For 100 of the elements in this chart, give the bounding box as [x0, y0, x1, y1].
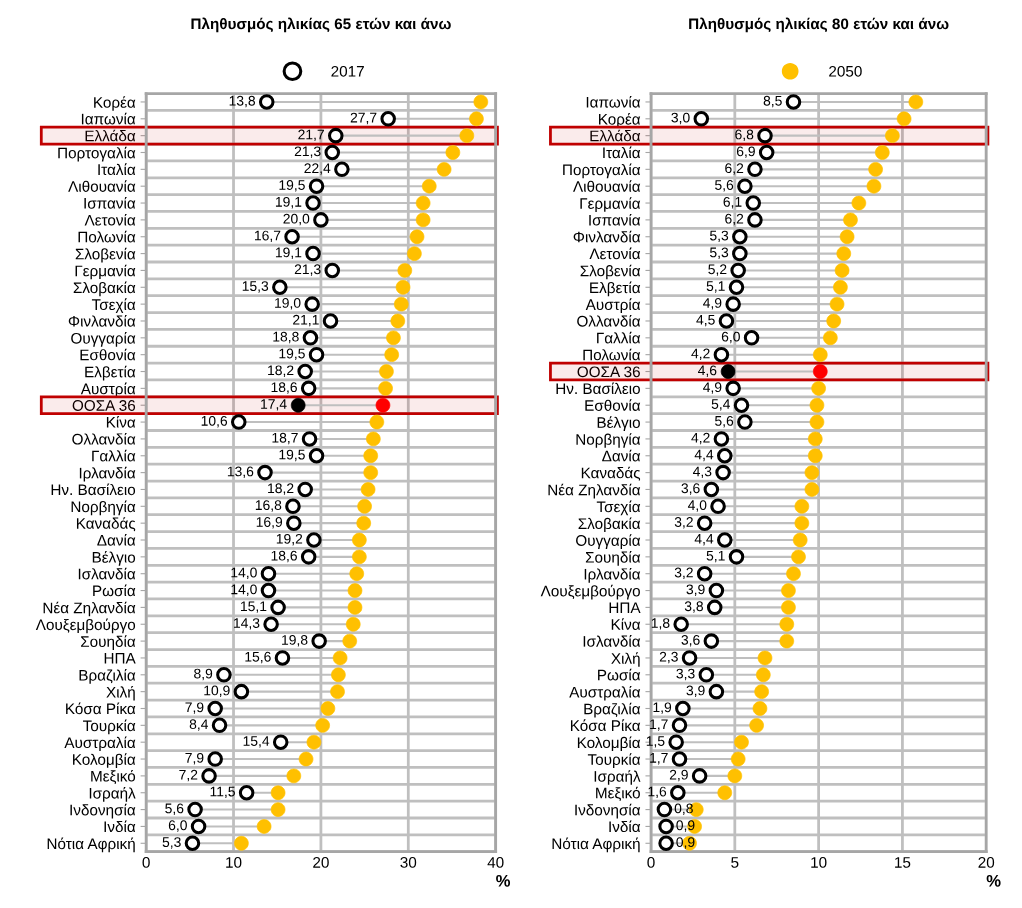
- point: [272, 279, 288, 296]
- point: [238, 784, 255, 801]
- y-tick-label: Ινδονησία: [70, 803, 136, 819]
- y-tick-label: Λουξεμβούργο: [35, 618, 136, 634]
- y-tick-label: Ινδονησία: [575, 803, 641, 819]
- y-tick-label: Αυστρία: [80, 382, 136, 398]
- point: [263, 616, 279, 633]
- y-tick-label: Ισραήλ: [89, 786, 136, 802]
- y-tick-label: Ισραήλ: [594, 770, 641, 785]
- y-tick-label: Πορτογαλία: [58, 146, 136, 162]
- data-label: 5,1: [706, 281, 725, 293]
- point: [380, 111, 396, 127]
- y-tick-label: Σλοβακία: [73, 281, 136, 297]
- data-label: 14,3: [234, 618, 260, 630]
- point: [187, 801, 203, 818]
- data-label: 4,4: [694, 534, 714, 546]
- data-label: 2,9: [669, 769, 688, 782]
- y-tick-label: Ην. Βασίλειο: [51, 483, 136, 496]
- y-tick-label: Σλοβενία: [75, 247, 136, 263]
- data-label: 18,2: [268, 365, 294, 377]
- data-label: 18,6: [271, 382, 297, 394]
- point: [300, 380, 317, 397]
- y-tick-label: Κόσα Ρίκα: [570, 719, 641, 732]
- y-tick-label: Αυστραλία: [569, 685, 641, 701]
- data-label: 5,6: [715, 415, 734, 428]
- point: [733, 397, 750, 413]
- y-tick-label: Τουρκία: [587, 753, 641, 768]
- point: [715, 464, 731, 481]
- data-label: 5,4: [711, 399, 731, 411]
- point: [703, 633, 720, 649]
- x-tick-label: 30: [400, 856, 417, 868]
- data-label: 5,3: [709, 230, 729, 243]
- data-label: 1,8: [651, 618, 670, 630]
- chart-title: Πληθυσμός ηλικίας 80 ετών και άνω: [689, 17, 949, 33]
- y-tick-label: Γαλλία: [597, 331, 641, 344]
- x-axis-title: %: [496, 874, 511, 887]
- data-label: 16,9: [256, 517, 283, 529]
- data-label: 5,2: [708, 264, 727, 276]
- data-label: 4,4: [694, 449, 714, 462]
- y-tick-label: Ελβετία: [85, 365, 136, 381]
- data-label: 5,6: [715, 180, 734, 192]
- point: [233, 683, 250, 700]
- data-label: 3,2: [674, 567, 693, 580]
- data-label: 1,9: [653, 702, 672, 714]
- point: [272, 734, 289, 750]
- y-tick-label: Βέλγιο: [92, 551, 136, 566]
- point: [258, 94, 275, 110]
- y-tick-label: Κίνα: [106, 416, 136, 428]
- point: [184, 835, 201, 852]
- point: [706, 599, 723, 616]
- y-tick-label: Πολωνία: [78, 230, 136, 243]
- data-label: 5,6: [165, 803, 184, 815]
- y-tick-label: Ιρλανδία: [79, 466, 136, 482]
- y-tick-label: Κολομβία: [577, 736, 641, 752]
- y-tick-label: Ινδία: [104, 820, 136, 833]
- data-label: 3,9: [686, 685, 705, 698]
- point: [284, 228, 300, 245]
- point: [785, 94, 802, 110]
- point: [671, 717, 688, 734]
- point: [311, 633, 327, 649]
- y-tick-label: Ιαπωνία: [586, 95, 641, 108]
- y-tick-label: Χιλή: [611, 652, 640, 667]
- point: [190, 818, 207, 835]
- data-label: 3,3: [676, 668, 695, 681]
- data-label: 2,3: [659, 651, 678, 664]
- y-tick-label: Λετονία: [589, 247, 641, 260]
- point: [306, 734, 322, 750]
- y-tick-label: ΟΟΣΑ 36: [577, 366, 640, 378]
- data-label: 18,2: [268, 483, 294, 495]
- y-tick-label: Ισπανία: [589, 213, 641, 226]
- data-label: 4,5: [696, 315, 715, 327]
- data-label: 7,9: [185, 752, 204, 765]
- point: [758, 144, 775, 161]
- data-label: 19,5: [279, 449, 305, 462]
- data-label: 3,6: [681, 634, 700, 647]
- point: [285, 498, 301, 515]
- y-tick-label: Καναδάς: [76, 517, 136, 532]
- point: [304, 296, 320, 312]
- data-label: 3,2: [674, 517, 693, 529]
- data-label: 14,0: [231, 584, 257, 596]
- point: [201, 768, 217, 784]
- x-tick-label: 10: [811, 856, 827, 868]
- y-tick-label: Λουξεμβούργο: [540, 584, 640, 600]
- y-tick-label: Ιαπωνία: [81, 112, 136, 125]
- data-label: 4,9: [703, 298, 722, 310]
- data-label: 15,3: [242, 281, 269, 293]
- data-label: 6,8: [735, 129, 754, 142]
- y-tick-label: Ισπανία: [84, 197, 136, 209]
- data-label: 18,6: [271, 550, 297, 563]
- point: [737, 414, 753, 430]
- y-tick-label: Κορέα: [599, 113, 641, 128]
- point: [216, 667, 232, 683]
- y-tick-label: Ολλανδία: [72, 432, 136, 445]
- point: [670, 784, 686, 801]
- point: [300, 549, 317, 565]
- data-label: 15,6: [245, 651, 271, 664]
- data-label: 7,9: [185, 702, 204, 714]
- y-tick-label: Δανία: [97, 534, 136, 546]
- point: [725, 380, 741, 397]
- data-label: 6,9: [736, 146, 755, 158]
